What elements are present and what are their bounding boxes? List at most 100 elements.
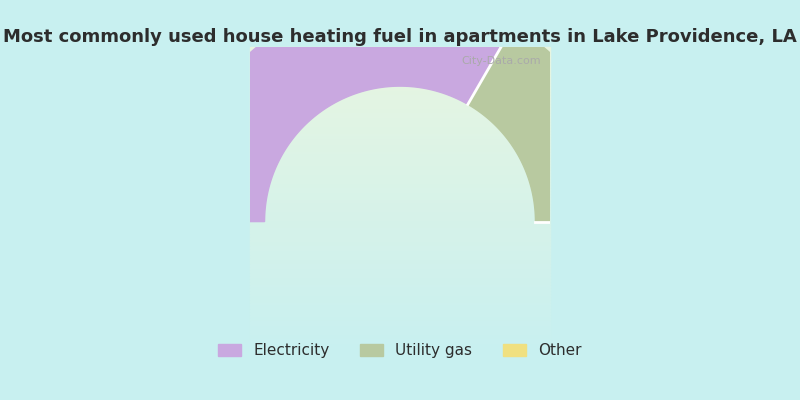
Bar <box>250 309 550 312</box>
Bar <box>250 110 550 113</box>
Bar <box>250 249 550 252</box>
Bar <box>250 158 550 161</box>
Bar <box>250 206 550 210</box>
Text: City-Data.com: City-Data.com <box>462 56 542 66</box>
Bar <box>250 273 550 276</box>
Bar <box>250 336 550 339</box>
Bar <box>250 80 550 83</box>
Bar <box>250 122 550 125</box>
Bar <box>250 134 550 137</box>
Bar <box>250 246 550 249</box>
Bar <box>250 180 550 182</box>
Bar <box>250 98 550 101</box>
Bar <box>250 143 550 146</box>
Bar <box>250 288 550 291</box>
Bar <box>250 62 550 65</box>
Bar <box>250 312 550 315</box>
Text: Most commonly used house heating fuel in apartments in Lake Providence, LA: Most commonly used house heating fuel in… <box>3 28 797 46</box>
Bar <box>250 131 550 134</box>
Bar <box>250 321 550 324</box>
Bar <box>250 101 550 104</box>
Bar <box>250 333 550 336</box>
Bar <box>250 104 550 107</box>
Bar <box>250 68 550 71</box>
Bar <box>250 65 550 68</box>
Bar <box>250 261 550 264</box>
Bar <box>250 318 550 321</box>
Bar <box>250 116 550 119</box>
Bar <box>250 285 550 288</box>
Bar <box>250 83 550 86</box>
Bar <box>250 128 550 131</box>
Legend: Electricity, Utility gas, Other: Electricity, Utility gas, Other <box>212 337 588 364</box>
Bar <box>250 306 550 309</box>
Bar <box>250 330 550 333</box>
Bar <box>250 152 550 155</box>
Bar <box>250 212 550 216</box>
Bar <box>250 50 550 53</box>
Bar <box>250 237 550 240</box>
Bar <box>250 149 550 152</box>
Bar <box>250 200 550 204</box>
Bar <box>250 252 550 255</box>
Bar <box>250 188 550 192</box>
Bar <box>250 71 550 74</box>
Bar <box>250 234 550 237</box>
Bar <box>250 339 550 342</box>
Bar <box>250 210 550 212</box>
Bar <box>250 77 550 80</box>
Bar <box>250 176 550 180</box>
Bar <box>250 113 550 116</box>
Bar <box>250 146 550 149</box>
Bar <box>250 218 550 222</box>
Bar <box>250 303 550 306</box>
Bar <box>250 174 550 176</box>
Bar <box>250 204 550 206</box>
Bar <box>250 125 550 128</box>
Bar <box>250 186 550 188</box>
Bar <box>250 194 550 198</box>
Bar <box>250 137 550 140</box>
Bar <box>250 107 550 110</box>
Bar <box>250 282 550 285</box>
Bar <box>250 345 550 348</box>
Bar <box>250 56 550 59</box>
Bar <box>250 342 550 345</box>
Bar <box>250 198 550 200</box>
Bar <box>250 224 550 228</box>
Bar <box>250 140 550 143</box>
Bar <box>250 294 550 297</box>
Bar <box>250 164 550 167</box>
Bar <box>250 264 550 267</box>
Bar <box>250 89 550 92</box>
Bar <box>250 228 550 231</box>
Bar <box>250 53 550 56</box>
Bar <box>250 222 550 224</box>
Polygon shape <box>468 26 626 222</box>
Bar <box>250 167 550 170</box>
Bar <box>250 192 550 194</box>
Bar <box>250 243 550 246</box>
Bar <box>250 327 550 330</box>
Bar <box>250 86 550 89</box>
Bar <box>250 216 550 218</box>
Bar <box>250 297 550 300</box>
Bar <box>250 95 550 98</box>
Bar <box>250 324 550 327</box>
Bar <box>250 170 550 174</box>
Bar <box>250 291 550 294</box>
Bar <box>250 267 550 270</box>
Bar <box>250 276 550 279</box>
Bar <box>250 240 550 243</box>
Bar <box>250 300 550 303</box>
Bar <box>250 119 550 122</box>
Bar <box>250 231 550 234</box>
Bar <box>250 161 550 164</box>
Polygon shape <box>174 0 513 222</box>
Bar <box>250 182 550 186</box>
Bar <box>250 92 550 95</box>
Bar <box>250 59 550 62</box>
Bar <box>250 74 550 77</box>
Bar <box>250 279 550 282</box>
Bar <box>250 47 550 50</box>
